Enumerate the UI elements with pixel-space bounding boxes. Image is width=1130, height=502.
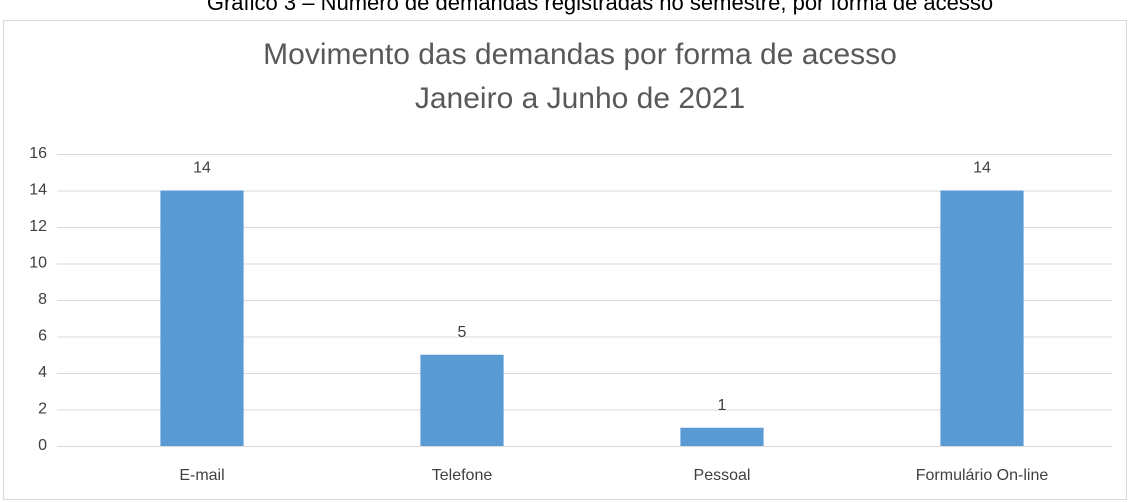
- chart-title: Movimento das demandas por forma de aces…: [263, 38, 897, 71]
- chart-border: [3, 20, 1127, 500]
- data-label: 14: [193, 160, 211, 177]
- data-label: 14: [973, 160, 991, 177]
- y-tick-label: 2: [38, 401, 47, 418]
- bar: [680, 427, 764, 446]
- x-tick-label: Pessoal: [694, 467, 751, 484]
- bar: [160, 190, 244, 446]
- bar: [940, 190, 1024, 446]
- data-label: 1: [718, 397, 727, 414]
- y-tick-label: 10: [29, 255, 47, 272]
- y-tick-label: 6: [38, 328, 47, 345]
- y-tick-label: 8: [38, 291, 47, 308]
- chart-subtitle: Janeiro a Junho de 2021: [415, 82, 745, 115]
- bar: [420, 354, 504, 446]
- y-tick-label: 4: [38, 364, 47, 381]
- caption: Gráfico 3 – Número de demandas registrad…: [207, 0, 993, 15]
- data-label: 5: [458, 324, 467, 341]
- y-tick-label: 14: [29, 182, 47, 199]
- x-tick-label: Telefone: [432, 467, 493, 484]
- y-tick-label: 0: [38, 437, 47, 454]
- x-tick-label: Formulário On-line: [916, 467, 1049, 484]
- x-tick-label: E-mail: [179, 467, 224, 484]
- y-tick-label: 16: [29, 145, 47, 162]
- y-tick-label: 12: [29, 218, 47, 235]
